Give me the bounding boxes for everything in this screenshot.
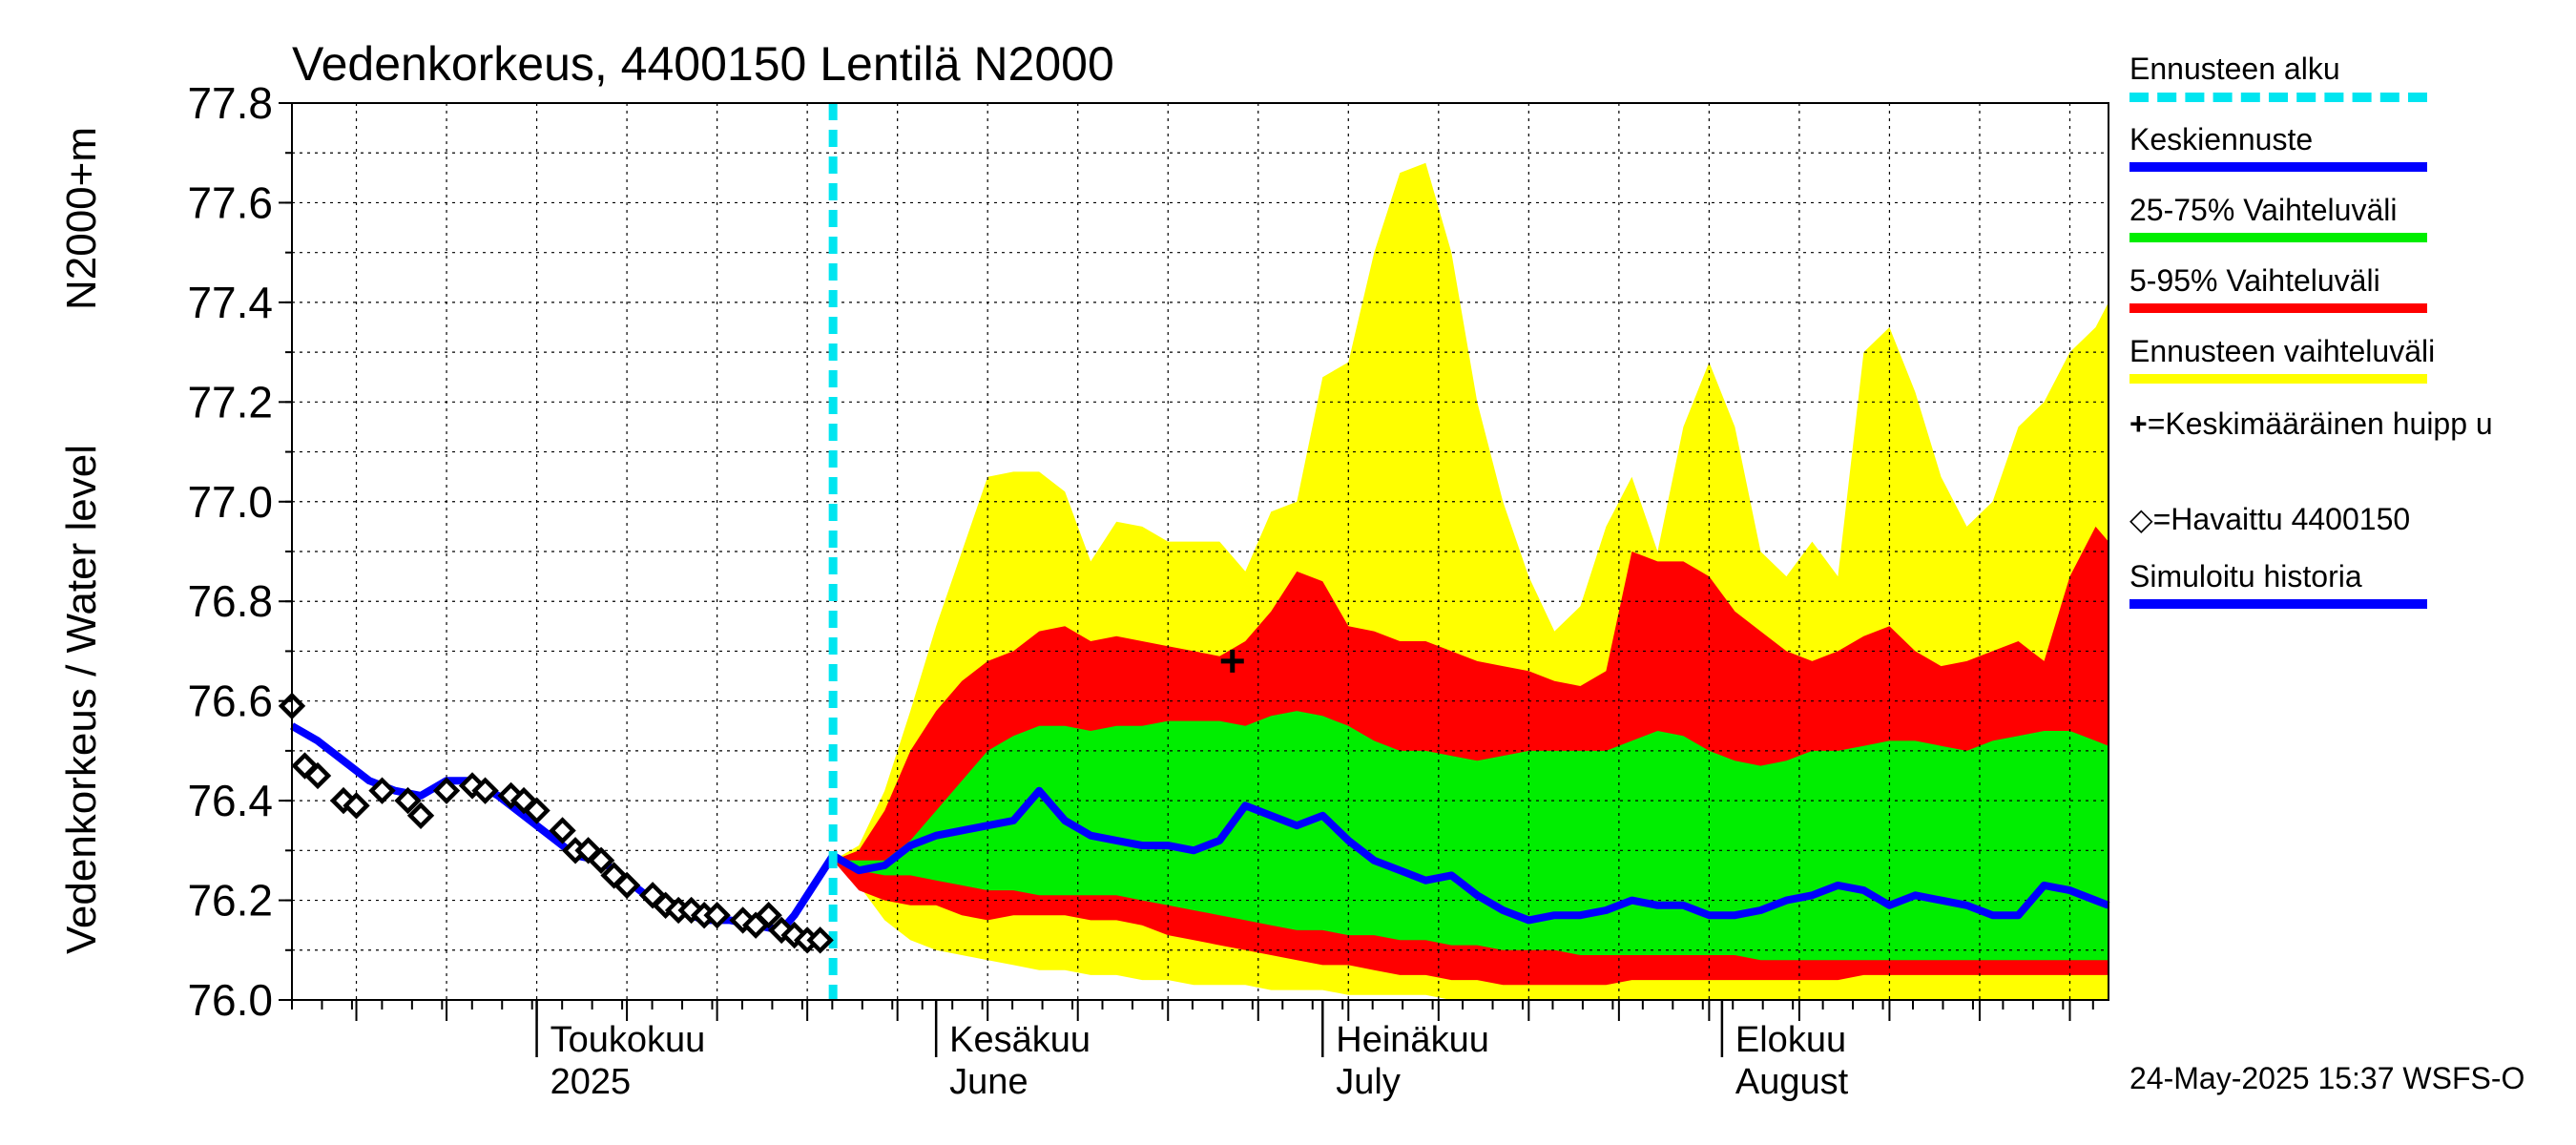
y-tick-label: 76.8 [187,576,273,626]
y-tick-label: 76.6 [187,677,273,726]
observed-point [613,871,641,900]
observed-point [652,891,679,919]
y-axis-label: Vedenkorkeus / Water level [58,445,105,954]
observed-point [767,916,796,945]
legend-mean-peak-label: =Keskimääräinen huipp u [2147,406,2493,441]
axes: 76.0 76.2 76.4 76.6 76.8 77.0 77.2 77.4 77.6 77.8… [187,78,2109,1102]
observed-point [587,846,615,874]
observed-point [703,902,731,929]
legend-p25-75-label: 25-75% Vaihteluväli [2129,193,2398,227]
observed-point [406,802,435,829]
observed-point [806,926,834,954]
observed-point [549,817,576,844]
x-month-sublabel: 2025 [551,1062,632,1102]
chart-title: Vedenkorkeus, 4400150 Lentilä N2000 [292,37,1114,91]
mean-peak-marker [1220,649,1244,673]
y-tick-label: 77.8 [187,78,273,128]
y-tick-label: 77.2 [187,377,273,427]
observed-point [303,761,332,790]
legend-forecast-start-label: Ennusteen alku [2129,52,2340,86]
legend-forecast-start-swatch [2129,93,2427,102]
observed-point [471,777,499,804]
legend-p5-95-swatch [2129,303,2427,313]
observed-point [394,786,422,815]
observed-point [368,777,396,804]
legend-mean-peak: +=Keskimääräinen huipp u [2129,406,2511,441]
x-month-label: Heinäkuu [1336,1020,1489,1060]
y-tick-label: 77.4 [187,278,273,327]
legend-p5-95-label: 5-95% Vaihteluväli [2129,263,2380,298]
observed-point [755,902,782,929]
timestamp: 24-May-2025 15:37 WSFS-O [2129,1061,2525,1095]
x-month-sublabel: June [949,1062,1028,1102]
legend-simulated-swatch [2129,599,2427,609]
legend-range-swatch [2129,374,2427,384]
y-tick-label: 77.6 [187,177,273,227]
observed-point [677,896,705,925]
forecast-bands [833,162,2109,1000]
x-month-sublabel: August [1735,1062,1849,1102]
legend-observed: ◇=Havaittu 4400150 [2129,502,2410,536]
y-tick-label: 76.4 [187,776,273,825]
y-tick-label: 77.0 [187,477,273,527]
legend-range-label: Ennusteen vaihteluväli [2129,334,2436,368]
median-forecast-line [831,786,2110,925]
observed-point [432,777,461,804]
y-tick-label: 76.2 [187,876,273,926]
legend-observed-label: =Havaittu 4400150 [2152,502,2411,536]
x-month-label: Kesäkuu [949,1020,1091,1060]
diamond-icon: ◇ [2129,502,2153,536]
point-markers [278,649,1244,954]
x-month-sublabel: July [1336,1062,1401,1102]
observed-point [343,792,370,820]
plus-icon: + [2129,406,2148,441]
legend-median-swatch [2129,162,2427,172]
y-axis-unit: N2000+m [58,127,105,310]
observed-point [523,797,551,824]
x-month-label: Toukokuu [551,1020,706,1060]
x-month-label: Elokuu [1735,1020,1846,1060]
legend-p25-75-swatch [2129,233,2427,242]
legend-simulated-label: Simuloitu historia [2129,559,2362,593]
y-tick-label: 76.0 [187,975,273,1025]
legend-median-label: Keskiennuste [2129,122,2314,156]
